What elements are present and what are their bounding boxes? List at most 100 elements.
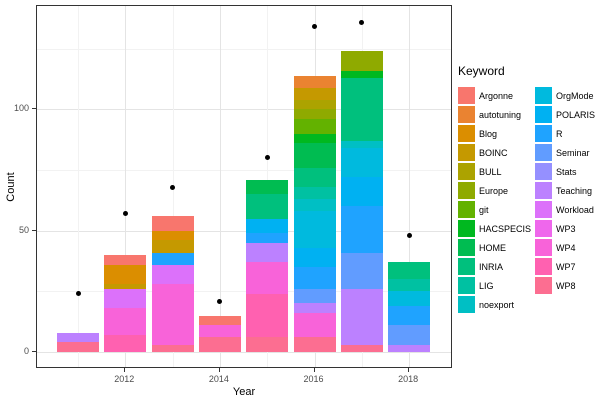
legend-item-Seminar: Seminar [535, 143, 598, 162]
bar-segment-2015-R [246, 233, 289, 243]
bar-segment-2016-HOME [293, 143, 336, 168]
data-point-2012 [122, 211, 128, 217]
legend-label-Workload: Workload [556, 204, 594, 215]
bar-segment-2013-Blog [151, 230, 194, 241]
bar-segment-2015-Teaching [246, 242, 289, 263]
legend-title: Keyword [458, 64, 505, 78]
bar-segment-2017-WP8 [340, 344, 383, 352]
y-gridline-major [37, 109, 451, 111]
bar-2017 [340, 51, 383, 352]
x-gridline-major [125, 6, 127, 367]
bar-2011 [57, 332, 99, 352]
y-tick-50 [32, 229, 36, 231]
bar-segment-2013-WP4 [151, 284, 194, 345]
bar-segment-2011-WP8 [57, 342, 99, 352]
bar-segment-2016-BULL [293, 99, 336, 110]
bar-segment-2016-LIG [293, 187, 336, 200]
bar-2014 [198, 315, 241, 352]
bar-segment-2017-POLARIS [340, 177, 383, 207]
y-gridline-minor [37, 170, 451, 172]
bar-segment-2016-HACSPECIS [293, 133, 336, 144]
legend-key-swatch-INRIA [458, 258, 475, 275]
legend-label-Seminar: Seminar [556, 147, 590, 158]
legend-item-BOINC: BOINC [458, 143, 531, 162]
y-gridline-major [37, 230, 451, 232]
x-tick-2012 [124, 368, 126, 372]
bar-segment-2013-Argonne [151, 216, 194, 231]
legend-label-Stats: Stats [556, 166, 577, 177]
legend-item-LIG: LIG [458, 276, 531, 295]
bar-segment-2016-autotuning [293, 75, 336, 88]
legend-column-1: Argonne autotuning Blog BOINC BULL Europe git H… [458, 86, 531, 314]
legend-label-Europe: Europe [479, 185, 509, 196]
bar-segment-2018-R [388, 305, 431, 326]
bar-segment-2018-OrgMode [388, 291, 431, 306]
legend-column-2: OrgMode POLARIS R Seminar Stats Teaching Workl… [535, 86, 598, 314]
bar-segment-2016-R [293, 267, 336, 289]
bar-segment-2014-WP8 [198, 337, 241, 352]
bar-segment-2016-POLARIS [293, 247, 336, 268]
legend-key-swatch-R [535, 125, 553, 142]
bar-segment-2016-OrgMode [293, 211, 336, 248]
legend-item-Stats: Stats [535, 162, 598, 181]
y-tick-100 [32, 108, 36, 110]
bar-segment-2011-Teaching [57, 332, 99, 343]
data-point-2013 [170, 184, 176, 190]
bar-segment-2012-WP4 [104, 308, 147, 336]
legend-item-Europe: Europe [458, 181, 531, 200]
x-gridline-minor [78, 6, 79, 367]
x-gridline-major [219, 6, 221, 367]
bar-segment-2017-HACSPECIS [340, 70, 383, 78]
bar-segment-2013-WP8 [151, 344, 194, 352]
legend-label-WP3: WP3 [556, 223, 576, 234]
bar-segment-2013-BOINC [151, 240, 194, 253]
legend-label-autotuning: autotuning [479, 109, 522, 120]
bar-segment-2017-INRIA [340, 77, 383, 141]
bar-2015 [246, 179, 289, 352]
legend-item-WP8: WP8 [535, 276, 598, 295]
y-gridline-minor [37, 48, 451, 50]
data-point-2011 [75, 291, 81, 297]
bar-segment-2017-R [340, 206, 383, 253]
legend-label-INRIA: INRIA [479, 261, 504, 272]
bar-segment-2016-Teaching [293, 303, 336, 314]
legend-label-noexport: noexport [479, 299, 515, 310]
data-point-2016 [312, 24, 317, 30]
legend-key-swatch-Argonne [458, 87, 475, 104]
bar-segment-2012-Blog [104, 264, 147, 285]
legend-label-WP8: WP8 [556, 280, 576, 291]
legend-key-swatch-WP8 [535, 277, 553, 294]
y-tick-label-50: 50 [18, 224, 29, 235]
bar-segment-2016-WP8 [293, 337, 336, 352]
bar-segment-2012-WP7 [104, 335, 147, 352]
legend-columns: Argonne autotuning Blog BOINC BULL Europe git H… [458, 86, 598, 314]
legend-key-swatch-WP3 [535, 220, 553, 237]
legend-item-HOME: HOME [458, 238, 531, 257]
bar-segment-2017-noexport [340, 140, 383, 149]
legend-label-WP7: WP7 [556, 261, 576, 272]
bar-segment-2018-Seminar [388, 325, 431, 345]
bar-segment-2018-INRIA [388, 262, 431, 280]
legend-label-POLARIS: POLARIS [556, 109, 596, 120]
legend-label-Blog: Blog [479, 128, 498, 139]
bar-segment-2016-BOINC [293, 87, 336, 100]
legend-key-swatch-HOME [458, 239, 475, 256]
bar-2012 [104, 254, 147, 352]
legend-item-POLARIS: POLARIS [535, 105, 598, 124]
bar-segment-2016-noexport [293, 199, 336, 212]
bar-segment-2013-Workload [151, 264, 194, 285]
x-tick-label-2016: 2016 [303, 374, 324, 384]
bar-segment-2016-WP4 [293, 313, 336, 338]
y-gridline-minor [37, 291, 451, 293]
bar-segment-2015-POLARIS [246, 218, 289, 234]
bar-segment-2014-WP4 [198, 325, 241, 338]
data-point-2015 [264, 155, 270, 161]
legend-key-swatch-Stats [535, 163, 553, 180]
bar-segment-2016-Seminar [293, 288, 336, 304]
x-gridline-major [409, 6, 411, 367]
bar-segment-2016-INRIA [293, 167, 336, 188]
legend-label-HACSPECIS: HACSPECIS [479, 223, 532, 234]
legend-item-WP4: WP4 [535, 238, 598, 257]
legend-item-Teaching: Teaching [535, 181, 598, 200]
